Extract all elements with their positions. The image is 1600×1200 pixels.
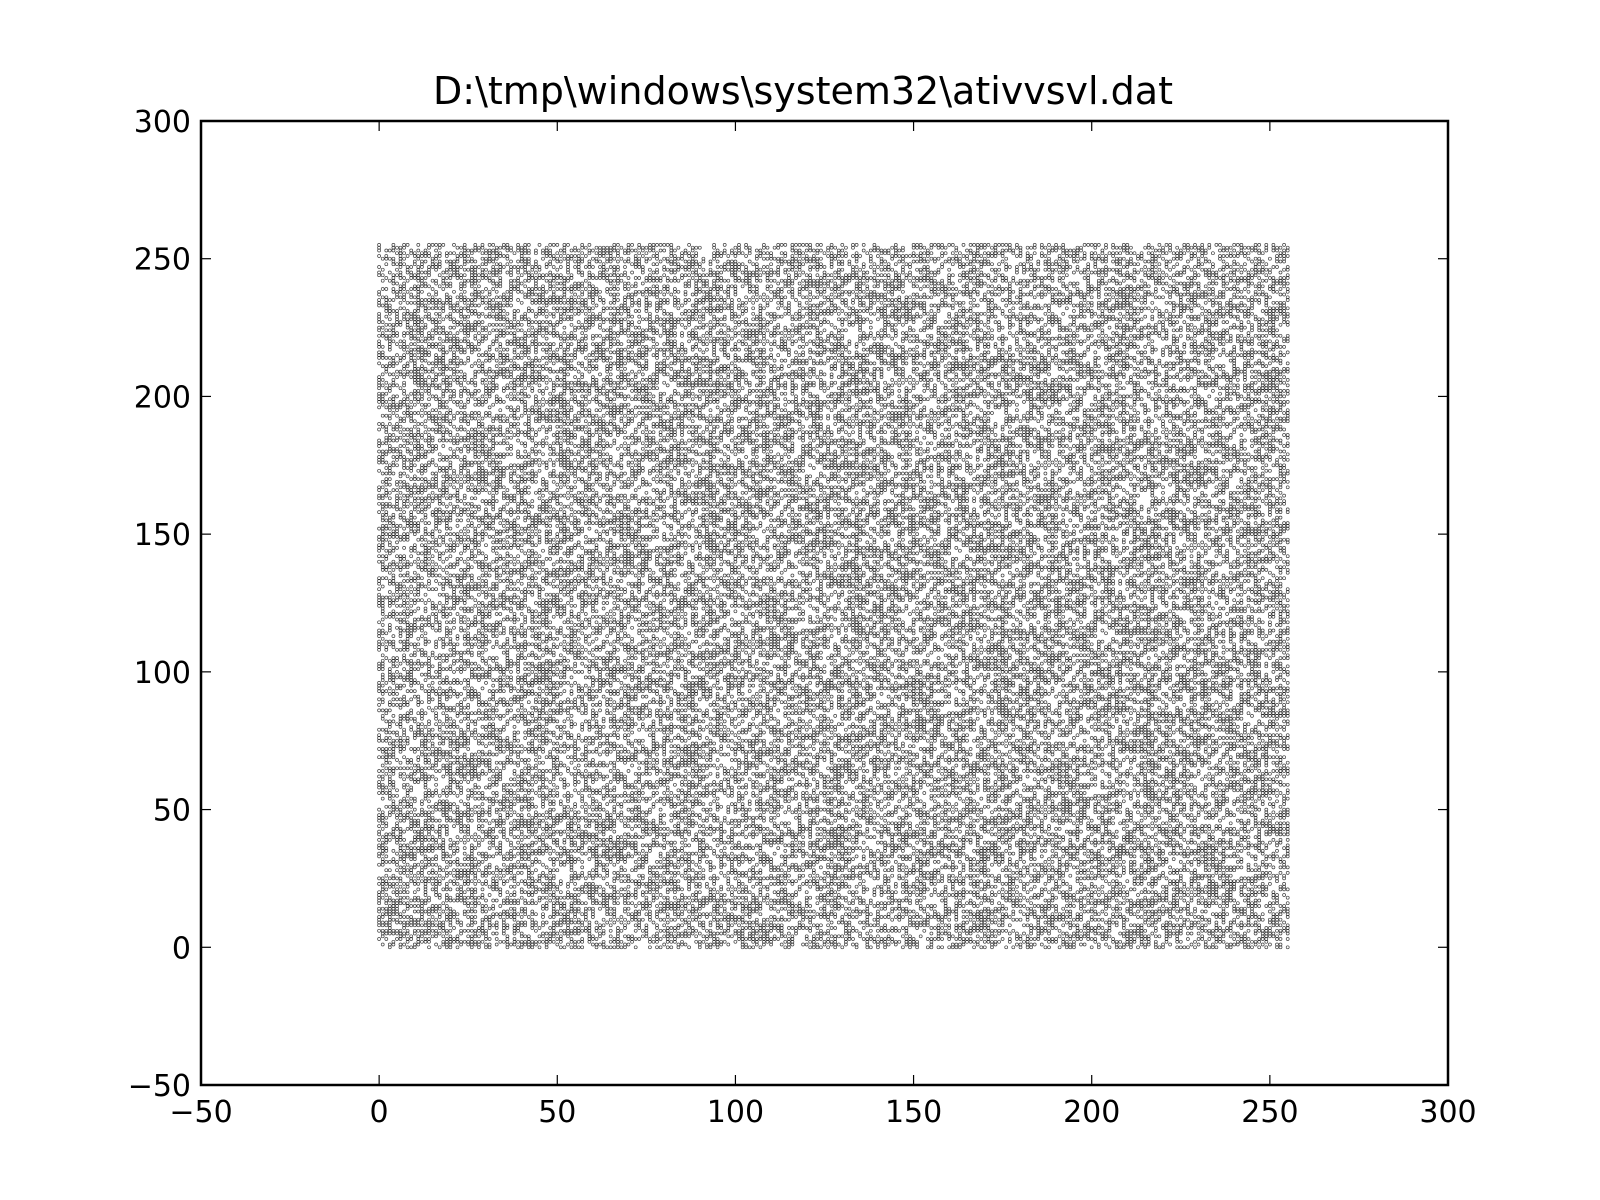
chart-title: D:\tmp\windows\system32\ativvsvl.dat	[433, 69, 1173, 113]
